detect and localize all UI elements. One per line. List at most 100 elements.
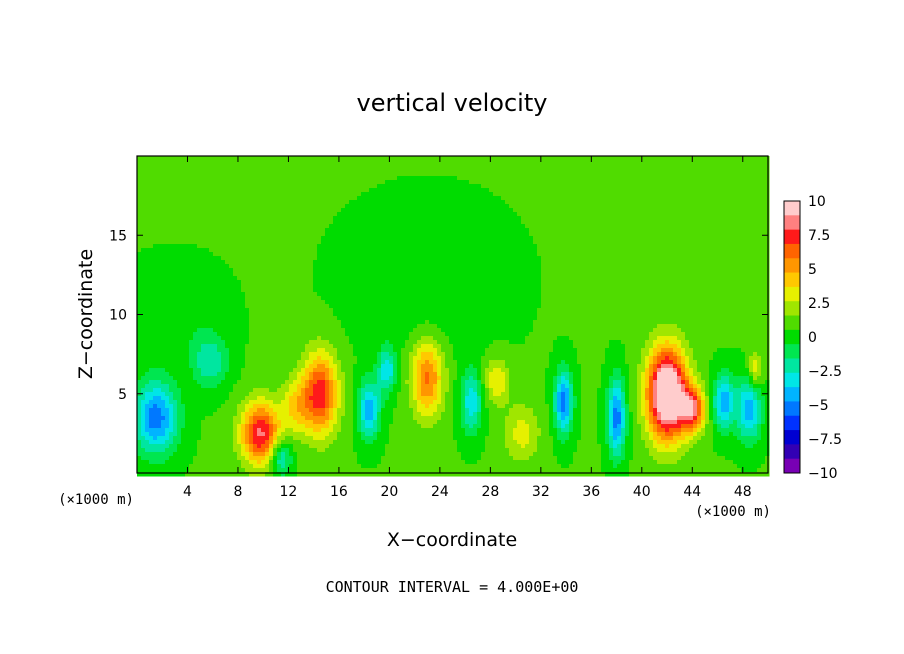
heatmap-cell [369, 244, 374, 249]
heatmap-cell [337, 212, 342, 217]
heatmap-cell [661, 156, 666, 161]
heatmap-cell [157, 172, 162, 177]
heatmap-cell [569, 212, 574, 217]
heatmap-cell [273, 164, 278, 169]
heatmap-cell [149, 232, 154, 237]
heatmap-cell [665, 264, 670, 269]
heatmap-cell [341, 240, 346, 245]
heatmap-cell [309, 156, 314, 161]
heatmap-cell [485, 200, 490, 205]
heatmap-cell [465, 280, 470, 285]
heatmap-cell [153, 212, 158, 217]
heatmap-cell [533, 244, 538, 249]
heatmap-cell [629, 272, 634, 277]
heatmap-cell [525, 172, 530, 177]
heatmap-cell [633, 252, 638, 257]
heatmap-cell [365, 264, 370, 269]
heatmap-cell [465, 236, 470, 241]
heatmap-cell [181, 196, 186, 201]
heatmap-cell [153, 184, 158, 189]
heatmap-cell [545, 248, 550, 253]
heatmap-cell [429, 280, 434, 285]
heatmap-cell [493, 240, 498, 245]
heatmap-cell [577, 232, 582, 237]
heatmap-cell [561, 256, 566, 261]
heatmap-cell [685, 204, 690, 209]
heatmap-cell [625, 224, 630, 229]
heatmap-cell [661, 256, 666, 261]
heatmap-cell [753, 260, 758, 265]
heatmap-cell [257, 156, 262, 161]
heatmap-cell [293, 172, 298, 177]
heatmap-cell [329, 160, 334, 165]
heatmap-cell [233, 160, 238, 165]
heatmap-cell [537, 268, 542, 273]
heatmap-cell [565, 184, 570, 189]
heatmap-cell [373, 228, 378, 233]
heatmap-cell [485, 240, 490, 245]
heatmap-cell [713, 188, 718, 193]
heatmap-cell [169, 172, 174, 177]
heatmap-cell [317, 168, 322, 173]
heatmap-cell [617, 212, 622, 217]
heatmap-cell [553, 156, 558, 161]
heatmap-cell [757, 212, 762, 217]
heatmap-cell [729, 252, 734, 257]
heatmap-cell [577, 188, 582, 193]
heatmap-cell [749, 232, 754, 237]
heatmap-cell [629, 260, 634, 265]
heatmap-cell [585, 216, 590, 221]
heatmap-cell [469, 240, 474, 245]
heatmap-cell [665, 196, 670, 201]
heatmap-cell [601, 276, 606, 281]
heatmap-cell [505, 228, 510, 233]
heatmap-cell [669, 212, 674, 217]
heatmap-cell [449, 280, 454, 285]
heatmap-cell [321, 192, 326, 197]
heatmap-cell [373, 156, 378, 161]
heatmap-cell [353, 156, 358, 161]
heatmap-cell [721, 268, 726, 273]
heatmap-cell [473, 244, 478, 249]
heatmap-cell [729, 208, 734, 213]
heatmap-cell [557, 260, 562, 265]
heatmap-cell [633, 260, 638, 265]
heatmap-cell [453, 240, 458, 245]
heatmap-cell [741, 200, 746, 205]
heatmap-cell [157, 216, 162, 221]
heatmap-cell [589, 236, 594, 241]
heatmap-cell [549, 220, 554, 225]
heatmap-cell [213, 216, 218, 221]
heatmap-cell [425, 280, 430, 285]
heatmap-cell [549, 176, 554, 181]
heatmap-cell [473, 236, 478, 241]
heatmap-cell [569, 260, 574, 265]
heatmap-cell [505, 272, 510, 277]
heatmap-cell [657, 224, 662, 229]
heatmap-cell [617, 240, 622, 245]
heatmap-cell [705, 200, 710, 205]
heatmap-cell [589, 244, 594, 249]
heatmap-cell [321, 172, 326, 177]
heatmap-cell [209, 164, 214, 169]
heatmap-cell [161, 176, 166, 181]
heatmap-cell [717, 264, 722, 269]
heatmap-cell [141, 228, 146, 233]
heatmap-cell [445, 212, 450, 217]
heatmap-cell [213, 160, 218, 165]
heatmap-cell [433, 160, 438, 165]
heatmap-cell [601, 192, 606, 197]
heatmap-cell [469, 264, 474, 269]
heatmap-cell [177, 168, 182, 173]
heatmap-cell [401, 268, 406, 273]
heatmap-cell [461, 236, 466, 241]
heatmap-cell [229, 240, 234, 245]
heatmap-cell [485, 252, 490, 257]
heatmap-cell [725, 188, 730, 193]
heatmap-cell [197, 180, 202, 185]
heatmap-cell [485, 172, 490, 177]
heatmap-cell [317, 160, 322, 165]
heatmap-cell [597, 272, 602, 277]
heatmap-cell [637, 200, 642, 205]
heatmap-cell [705, 276, 710, 281]
